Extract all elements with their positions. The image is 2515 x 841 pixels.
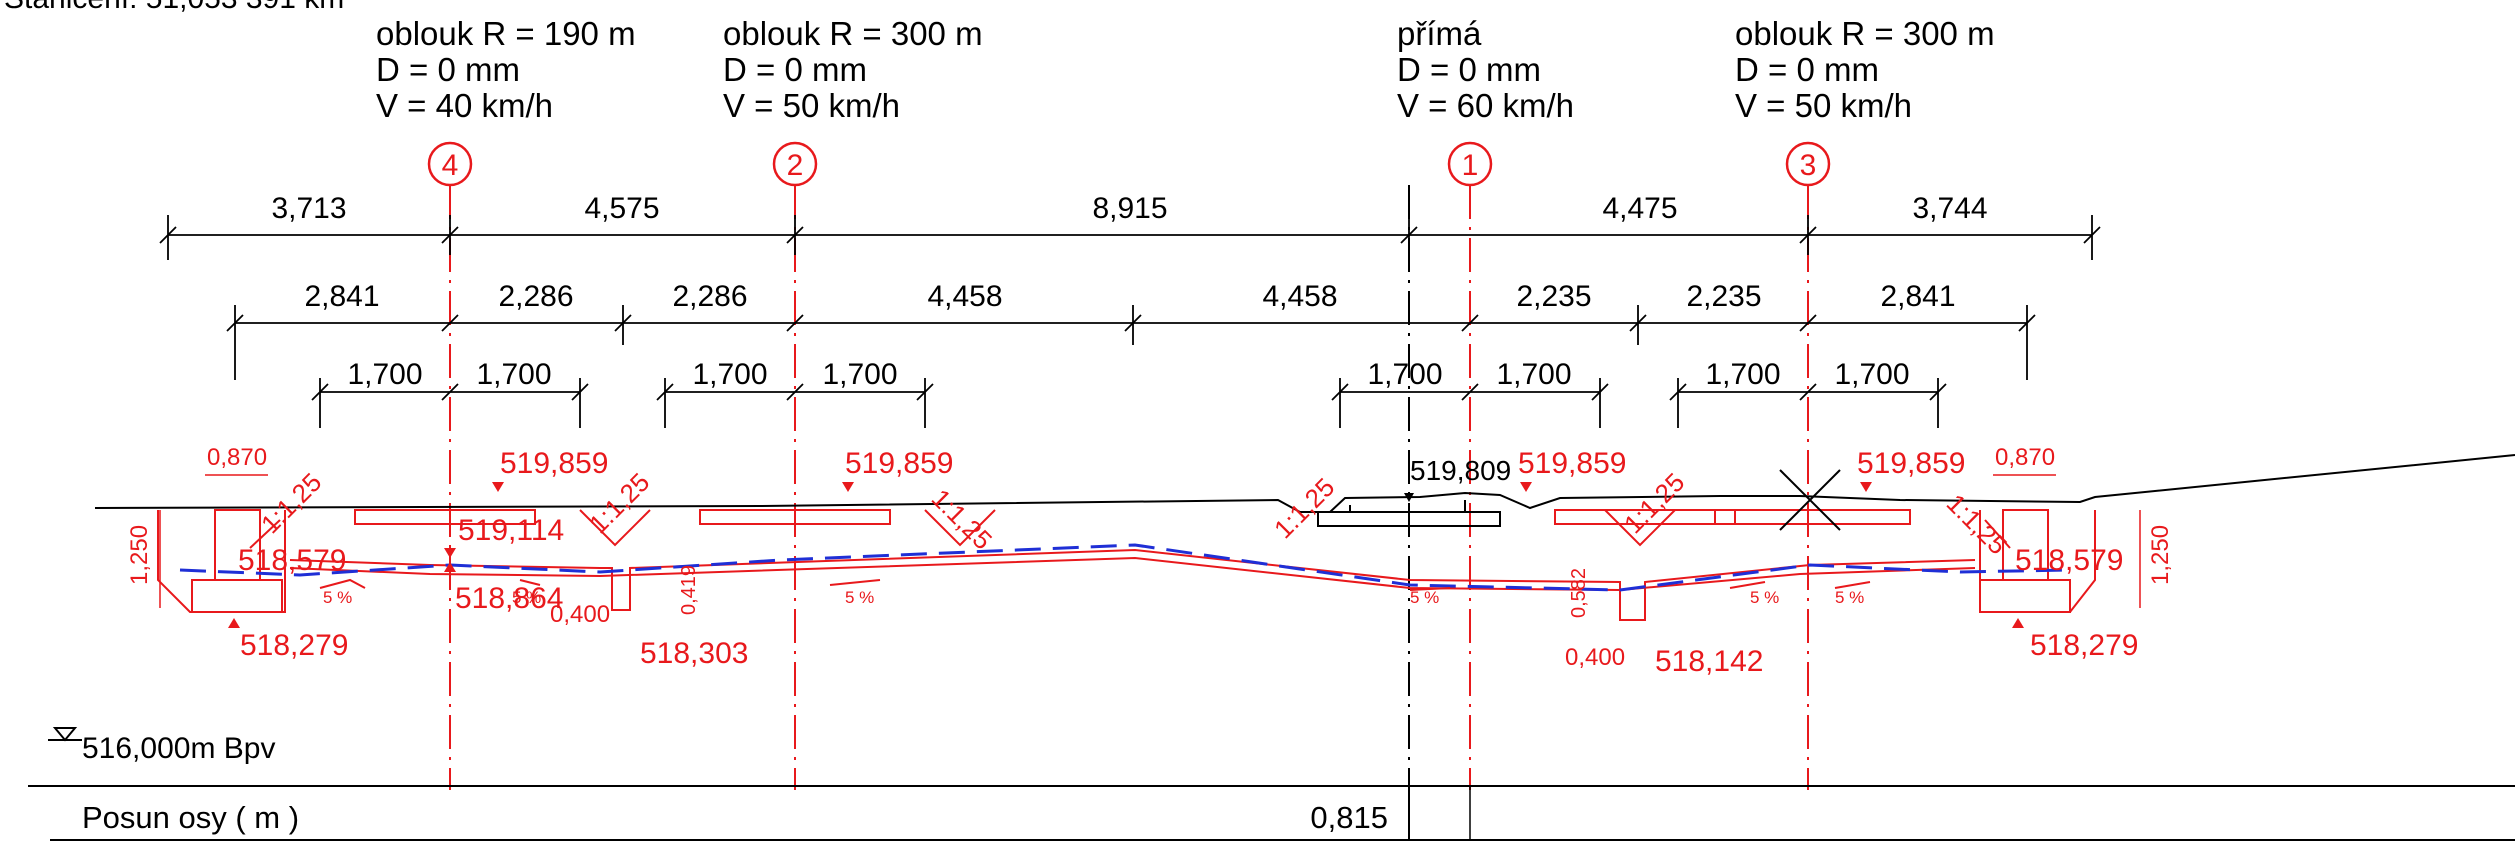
grade-arrows <box>319 578 1871 591</box>
dim-drain-width-right: 0,870 <box>1995 444 2055 471</box>
track-header-1: přímá D = 0 mm V = 60 km/h <box>1397 15 1574 124</box>
slope-5: 1:1,25 <box>1618 467 1690 539</box>
table-row-label: Posun osy ( m ) <box>82 800 299 835</box>
dim-ditch-width-right: 0,400 <box>1565 644 1625 671</box>
elev-rail-2: 519,859 <box>845 447 953 480</box>
grade-4: 5 % <box>1410 588 1439 607</box>
dim2-2286-b: 2,286 <box>672 280 747 313</box>
grade-2: 5 % <box>512 588 541 607</box>
elev-drain-left: 518,579 <box>238 544 346 577</box>
elev-drain-right: 518,579 <box>2015 544 2123 577</box>
elev-drain-right-bottom: 518,279 <box>2030 629 2138 662</box>
track-4-speed: V = 40 km/h <box>376 87 553 124</box>
track-2-speed: V = 50 km/h <box>723 87 900 124</box>
track-4-cant: D = 0 mm <box>376 51 520 88</box>
dim3-h: 1,700 <box>1834 358 1909 391</box>
track-3-curve: oblouk R = 300 m <box>1735 15 1995 52</box>
earthworks-red <box>157 509 2096 621</box>
terrain-line <box>94 454 2515 513</box>
track-1-speed: V = 60 km/h <box>1397 87 1574 124</box>
dim-drain-width-left: 0,870 <box>207 444 267 471</box>
stationing-label: Staničení: 51,053 391 km <box>4 0 344 15</box>
elev-subgrade-left: 519,114 <box>458 514 564 547</box>
drain-width-dim-lines <box>159 474 2141 608</box>
removed-track-cross <box>1779 469 1841 531</box>
dim3-c: 1,700 <box>692 358 767 391</box>
dim2-2841-left: 2,841 <box>304 280 379 313</box>
dim1-3713: 3,713 <box>271 192 346 225</box>
track-1-cant: D = 0 mm <box>1397 51 1541 88</box>
datum-marker <box>52 727 78 742</box>
dim3-f: 1,700 <box>1496 358 1571 391</box>
track-2-cant: D = 0 mm <box>723 51 867 88</box>
dim1-3744: 3,744 <box>1912 192 1987 225</box>
track-2-curve: oblouk R = 300 m <box>723 15 983 52</box>
datum-label: 516,000m Bpv <box>82 732 275 765</box>
track-1-rails <box>1349 500 1466 512</box>
elev-axis: 519,809 <box>1410 455 1511 486</box>
elev-drain-left-bottom: 518,279 <box>240 629 348 662</box>
dimension-row-2 <box>226 305 2036 380</box>
dim-drain-depth-left: 1,250 <box>126 525 153 585</box>
dim2-2286-a: 2,286 <box>498 280 573 313</box>
dim1-4475: 4,475 <box>1602 192 1677 225</box>
track-4-number: 4 <box>442 149 459 182</box>
track-2-number: 2 <box>787 149 804 182</box>
track-3-number: 3 <box>1800 149 1817 182</box>
track-header-4: oblouk R = 190 m D = 0 mm V = 40 km/h <box>376 15 636 124</box>
dim1-8915: 8,915 <box>1092 192 1167 225</box>
track-1-number: 1 <box>1462 149 1479 182</box>
dim3-e: 1,700 <box>1367 358 1442 391</box>
dim2-2235-b: 2,235 <box>1686 280 1761 313</box>
grade-3: 5 % <box>845 588 874 607</box>
dim2-2235-a: 2,235 <box>1516 280 1591 313</box>
slope-3: 1:1,25 <box>926 483 998 555</box>
dim1-4575: 4,575 <box>584 192 659 225</box>
dim-drain-depth-right: 1,250 <box>2147 525 2174 585</box>
track-4-curve: oblouk R = 190 m <box>376 15 636 52</box>
dim2-2841-right: 2,841 <box>1880 280 1955 313</box>
grade-6: 5 % <box>1835 588 1864 607</box>
drainage-line <box>179 543 2071 592</box>
track-1-sleeper <box>1317 511 1501 527</box>
elev-rail-left: 519,859 <box>500 447 608 480</box>
track-header-3: oblouk R = 300 m D = 0 mm V = 50 km/h <box>1735 15 1995 124</box>
track-3-speed: V = 50 km/h <box>1735 87 1912 124</box>
dimension-row-3 <box>311 378 1947 428</box>
dim2-4458-a: 4,458 <box>927 280 1002 313</box>
grade-1: 5 % <box>323 588 352 607</box>
dim-ditch-width-left: 0,400 <box>550 601 610 628</box>
dim3-g: 1,700 <box>1705 358 1780 391</box>
grade-5: 5 % <box>1750 588 1779 607</box>
elevation-markers <box>228 482 2024 628</box>
elev-formation-left: 518,864 <box>455 582 563 615</box>
dim3-d: 1,700 <box>822 358 897 391</box>
track-header-2: oblouk R = 300 m D = 0 mm V = 50 km/h <box>723 15 983 124</box>
dim3-b: 1,700 <box>476 358 551 391</box>
track-1-curve: přímá <box>1397 15 1482 52</box>
elev-ditch-left: 518,303 <box>640 637 748 670</box>
elev-rail-3: 519,859 <box>1857 447 1965 480</box>
track-3-cant: D = 0 mm <box>1735 51 1879 88</box>
axis-elevation-marker <box>1404 493 1414 502</box>
elev-rail-1: 519,859 <box>1518 447 1626 480</box>
table-row-value: 0,815 <box>1310 800 1388 835</box>
dimension-row-1 <box>159 188 2101 260</box>
dim-ditch-depth-left: 0,419 <box>678 565 700 615</box>
elev-ditch-right: 518,142 <box>1655 645 1763 678</box>
dim2-4458-b: 4,458 <box>1262 280 1337 313</box>
slope-1: 1:1,25 <box>255 467 327 539</box>
slope-4: 1:1,25 <box>1268 472 1340 544</box>
dim3-a: 1,700 <box>347 358 422 391</box>
dim-ditch-depth-right: 0,582 <box>1568 568 1590 618</box>
